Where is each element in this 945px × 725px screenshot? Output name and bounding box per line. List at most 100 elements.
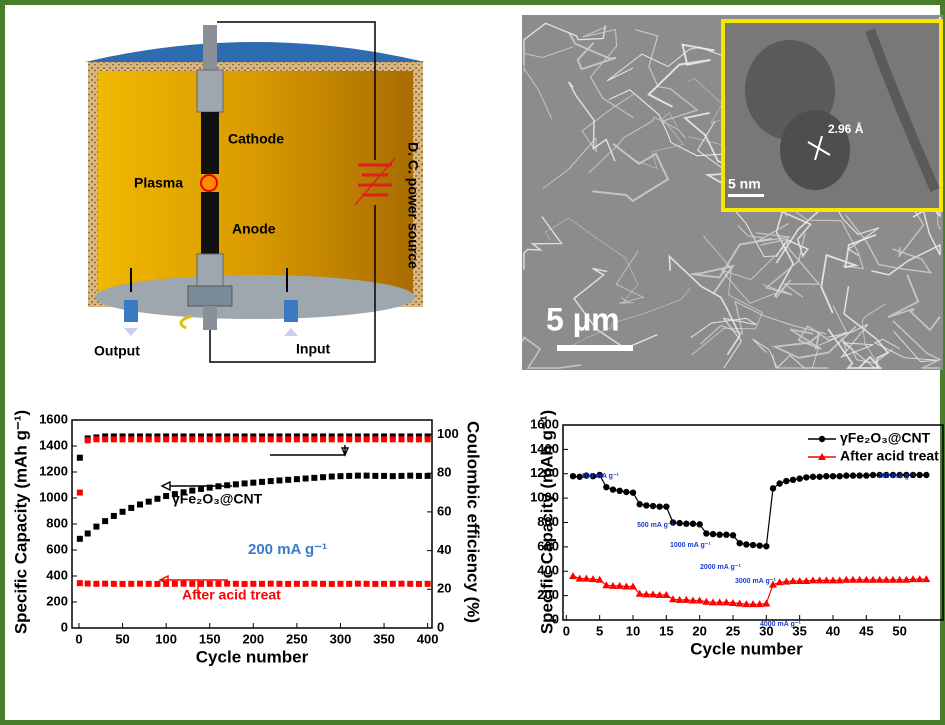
marker	[856, 472, 863, 479]
fiber	[861, 303, 886, 369]
marker	[136, 580, 143, 587]
fiber	[690, 317, 757, 369]
marker	[855, 575, 864, 583]
marker	[842, 575, 851, 583]
fiber	[545, 217, 639, 304]
y-tick-label: 200	[537, 587, 559, 602]
marker	[909, 471, 917, 479]
marker	[354, 580, 361, 587]
x-axis-label: Cycle number	[196, 647, 309, 666]
marker	[110, 436, 117, 443]
marker	[171, 491, 178, 498]
marker	[76, 535, 83, 542]
marker	[603, 483, 610, 491]
fiber	[691, 237, 773, 294]
marker	[232, 436, 239, 443]
fiber	[827, 324, 876, 369]
legend-marker	[818, 435, 826, 443]
marker	[655, 591, 664, 599]
y-tick-label: 0	[552, 611, 559, 626]
marker	[224, 436, 231, 443]
marker	[575, 574, 584, 582]
marker	[372, 580, 379, 587]
marker	[849, 575, 857, 583]
marker	[285, 476, 292, 483]
annotation: 3000 mA g⁻¹	[735, 578, 776, 585]
marker	[729, 598, 737, 606]
marker	[163, 493, 170, 500]
arrow	[160, 480, 232, 492]
marker	[198, 436, 205, 443]
marker	[862, 575, 871, 583]
marker	[683, 520, 690, 527]
marker	[829, 576, 837, 584]
y-tick-label: 800	[537, 514, 559, 529]
marker	[609, 581, 617, 589]
marker	[250, 580, 257, 587]
marker	[615, 581, 624, 589]
fiber	[764, 233, 806, 299]
marker	[76, 454, 83, 461]
x-tick-label: 0	[563, 623, 570, 638]
marker	[424, 472, 431, 479]
marker	[337, 580, 344, 587]
marker	[763, 543, 770, 550]
marker	[869, 575, 877, 583]
marker	[769, 580, 777, 588]
marker	[869, 471, 877, 479]
marker	[922, 575, 931, 583]
marker	[589, 575, 597, 583]
marker	[836, 472, 843, 480]
marker	[215, 580, 222, 587]
y-tick-label: 1600	[39, 411, 68, 426]
marker	[84, 580, 91, 587]
marker	[241, 480, 248, 487]
marker	[189, 436, 196, 443]
marker	[789, 476, 797, 484]
marker	[320, 474, 327, 481]
marker	[241, 580, 248, 587]
marker	[675, 595, 684, 603]
fiber	[682, 112, 746, 195]
marker	[709, 598, 717, 606]
x-tick-label: 15	[659, 623, 673, 638]
marker	[762, 599, 771, 607]
y-tick-label: 600	[537, 538, 559, 553]
marker	[795, 577, 804, 584]
marker	[407, 436, 414, 443]
marker	[629, 489, 637, 496]
label: D. C. power source	[405, 142, 421, 269]
label: 2.96 Å	[828, 121, 864, 136]
marker	[250, 479, 257, 486]
marker	[189, 487, 196, 494]
y2-tick-label: 60	[437, 503, 451, 518]
y-tick-label: 1000	[39, 489, 68, 504]
fiber	[887, 274, 941, 332]
marker	[755, 600, 764, 608]
marker	[241, 436, 248, 443]
marker	[372, 472, 379, 479]
marker	[206, 484, 213, 491]
marker	[823, 472, 830, 480]
marker	[206, 436, 213, 443]
marker	[656, 503, 663, 510]
chart: 0 5 10 15 20 25 30 35 40 45 50 0 200 400 600 800 1000 120…	[530, 410, 944, 658]
marker	[398, 580, 405, 587]
label: Output	[94, 343, 140, 359]
marker	[663, 503, 670, 510]
marker	[76, 580, 83, 587]
marker	[145, 436, 152, 443]
marker	[93, 523, 100, 530]
marker	[267, 580, 274, 587]
marker	[145, 580, 152, 587]
marker	[915, 575, 924, 583]
marker	[695, 596, 704, 604]
marker	[782, 577, 791, 585]
annotation: 200 mA g⁻¹	[878, 473, 916, 480]
marker	[816, 473, 823, 480]
fiber	[523, 46, 574, 120]
legend-label: γFe₂O₃@CNT	[840, 430, 931, 446]
fiber	[892, 320, 942, 369]
fiber	[668, 254, 741, 356]
marker	[93, 436, 100, 443]
